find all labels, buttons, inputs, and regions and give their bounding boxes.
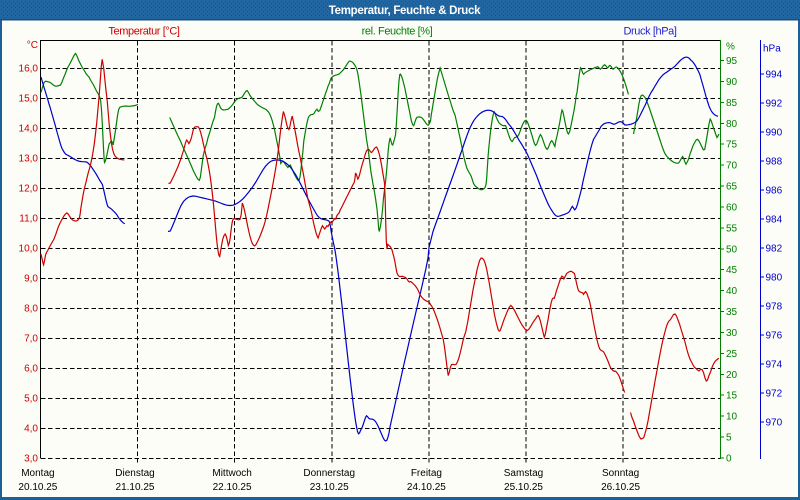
svg-text:15,0: 15,0 [19, 94, 39, 105]
svg-text:90: 90 [726, 77, 738, 88]
svg-text:25: 25 [726, 349, 738, 360]
svg-text:40: 40 [726, 286, 738, 297]
svg-text:6,0: 6,0 [24, 364, 38, 375]
svg-text:992: 992 [766, 99, 783, 110]
svg-text:Donnerstag: Donnerstag [303, 468, 355, 479]
svg-text:Sonntag: Sonntag [602, 468, 639, 479]
svg-text:986: 986 [766, 186, 783, 197]
svg-text:Montag: Montag [21, 468, 54, 479]
svg-text:Druck [hPa]: Druck [hPa] [623, 26, 676, 38]
svg-text:rel. Feuchte [%]: rel. Feuchte [%] [362, 26, 433, 38]
svg-text:974: 974 [766, 360, 783, 371]
svg-text:55: 55 [726, 223, 738, 234]
svg-text:970: 970 [766, 418, 783, 429]
svg-text:10,0: 10,0 [19, 244, 39, 255]
svg-text:Samstag: Samstag [504, 468, 543, 479]
svg-text:35: 35 [726, 307, 738, 318]
svg-text:23.10.25: 23.10.25 [310, 482, 349, 493]
svg-text:990: 990 [766, 128, 783, 139]
svg-text:75: 75 [726, 140, 738, 151]
svg-text:25.10.25: 25.10.25 [504, 482, 543, 493]
svg-text:%: % [726, 42, 735, 53]
svg-text:26.10.25: 26.10.25 [601, 482, 640, 493]
svg-text:24.10.25: 24.10.25 [407, 482, 446, 493]
svg-text:972: 972 [766, 389, 783, 400]
svg-text:15: 15 [726, 391, 738, 402]
svg-text:14,0: 14,0 [19, 124, 39, 135]
svg-text:Freitag: Freitag [411, 468, 442, 479]
svg-text:16,0: 16,0 [19, 64, 39, 75]
svg-text:22.10.25: 22.10.25 [213, 482, 252, 493]
svg-text:7,0: 7,0 [24, 334, 38, 345]
svg-text:95: 95 [726, 56, 738, 67]
svg-text:85: 85 [726, 98, 738, 109]
svg-text:Mittwoch: Mittwoch [212, 468, 251, 479]
svg-text:984: 984 [766, 215, 783, 226]
svg-text:Temperatur, Feuchte & Druck: Temperatur, Feuchte & Druck [329, 5, 481, 17]
svg-text:5: 5 [726, 433, 732, 444]
svg-text:982: 982 [766, 244, 783, 255]
svg-text:980: 980 [766, 273, 783, 284]
svg-text:21.10.25: 21.10.25 [116, 482, 155, 493]
svg-text:10: 10 [726, 412, 738, 423]
svg-text:°C: °C [27, 40, 38, 51]
svg-text:30: 30 [726, 328, 738, 339]
svg-text:11,0: 11,0 [19, 214, 38, 225]
svg-text:4,0: 4,0 [24, 424, 38, 435]
svg-text:Dienstag: Dienstag [115, 468, 154, 479]
svg-text:hPa: hPa [763, 44, 781, 55]
svg-text:Temperatur [°C]: Temperatur [°C] [108, 26, 179, 38]
svg-text:0: 0 [726, 454, 732, 465]
svg-text:988: 988 [766, 157, 783, 168]
svg-text:20.10.25: 20.10.25 [18, 482, 57, 493]
svg-text:3,0: 3,0 [24, 454, 38, 465]
svg-text:976: 976 [766, 331, 783, 342]
svg-text:13,0: 13,0 [19, 154, 39, 165]
svg-text:20: 20 [726, 370, 738, 381]
svg-text:80: 80 [726, 119, 738, 130]
svg-text:70: 70 [726, 161, 738, 172]
svg-text:60: 60 [726, 202, 738, 213]
svg-text:8,0: 8,0 [24, 304, 38, 315]
svg-text:994: 994 [766, 70, 783, 81]
svg-text:12,0: 12,0 [19, 184, 39, 195]
svg-text:50: 50 [726, 244, 738, 255]
svg-text:45: 45 [726, 265, 738, 276]
svg-text:5,0: 5,0 [24, 394, 38, 405]
svg-text:9,0: 9,0 [24, 274, 38, 285]
svg-text:978: 978 [766, 302, 783, 313]
svg-text:65: 65 [726, 182, 738, 193]
